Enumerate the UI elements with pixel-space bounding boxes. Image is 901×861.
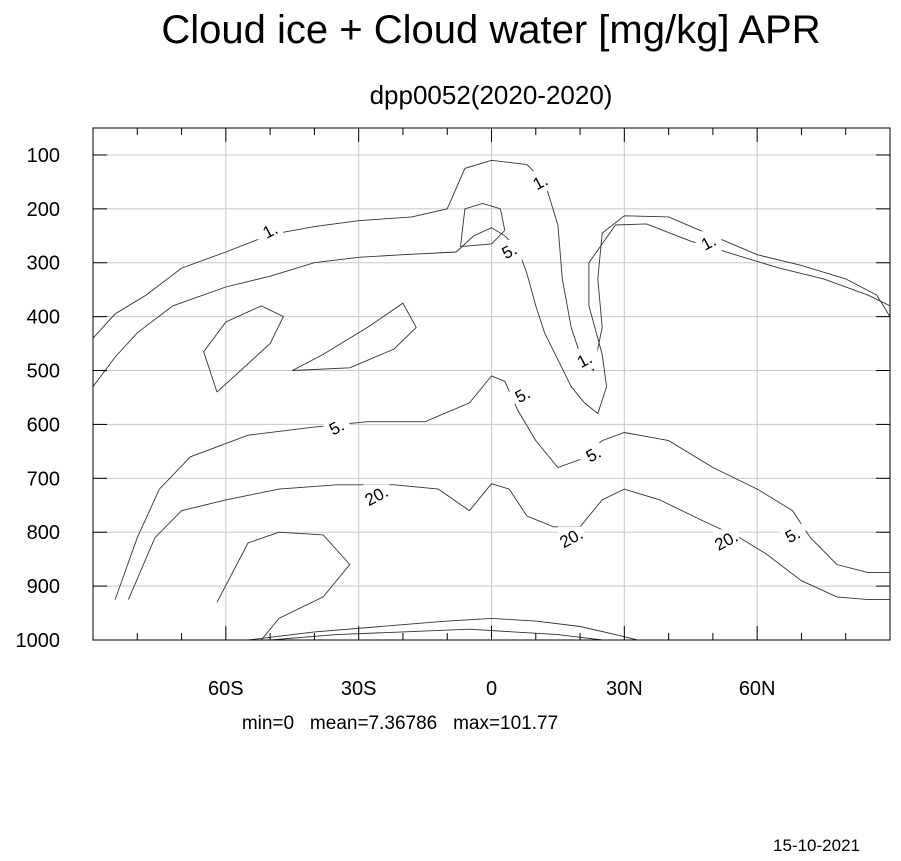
y-tick-label: 600 xyxy=(27,414,60,436)
contour-line xyxy=(127,483,890,601)
contour-labels: 1.1.1.1.5.5.5.5.5.20.20. 20. xyxy=(257,170,806,555)
axis-ticks xyxy=(93,128,890,641)
contour-label-mask xyxy=(509,383,536,404)
y-tick-label: 500 xyxy=(27,361,60,383)
x-tick-label: 30S xyxy=(341,678,377,700)
x-tick-label: 60S xyxy=(208,678,244,700)
contour-label-mask xyxy=(323,416,350,437)
contour-line xyxy=(203,305,285,393)
x-tick-label: 0 xyxy=(486,678,497,700)
contour-label-mask xyxy=(257,219,284,240)
contour-line xyxy=(292,302,417,371)
x-tick-label: 30N xyxy=(606,678,643,700)
contour-label-mask xyxy=(496,239,523,260)
y-axis-labels: 100 200 300 400 500 600 700 800 900 1000 xyxy=(16,145,61,652)
contour-line xyxy=(114,375,890,600)
contour-line xyxy=(460,203,506,248)
y-tick-label: 700 xyxy=(27,468,60,490)
date-stamp: 15-10-2021 xyxy=(773,836,860,855)
chart-title: Cloud ice + Cloud water [mg/kg] APR xyxy=(161,8,820,52)
contour-label-mask xyxy=(527,170,554,191)
contour-label-mask xyxy=(580,443,607,464)
y-tick-label: 800 xyxy=(27,522,60,544)
stats-line: min=0 mean=7.36786 max=101.77 xyxy=(242,713,558,734)
y-tick-label: 100 xyxy=(27,145,60,167)
contour-label-mask xyxy=(363,484,390,505)
y-tick-label: 900 xyxy=(27,576,60,598)
y-tick-label: 400 xyxy=(27,307,60,329)
grid-lines xyxy=(93,128,890,640)
y-tick-label: 200 xyxy=(27,199,60,221)
contour-line xyxy=(216,531,351,641)
contour-line xyxy=(247,617,638,641)
contour-label-mask xyxy=(571,348,598,369)
contour-label-mask xyxy=(779,523,806,544)
contour-line xyxy=(270,628,603,641)
y-tick-label: 1000 xyxy=(16,630,61,652)
chart-subtitle: dpp0052(2020-2020) xyxy=(370,80,613,110)
x-tick-label: 60N xyxy=(739,678,776,700)
contour-label-mask xyxy=(713,529,740,550)
y-tick-label: 300 xyxy=(27,253,60,275)
contour-label-mask xyxy=(558,526,585,547)
contour-line xyxy=(92,223,891,415)
contour-label-mask xyxy=(695,231,722,252)
x-axis-labels: 60S 30S 0 30N 60N xyxy=(208,678,775,700)
